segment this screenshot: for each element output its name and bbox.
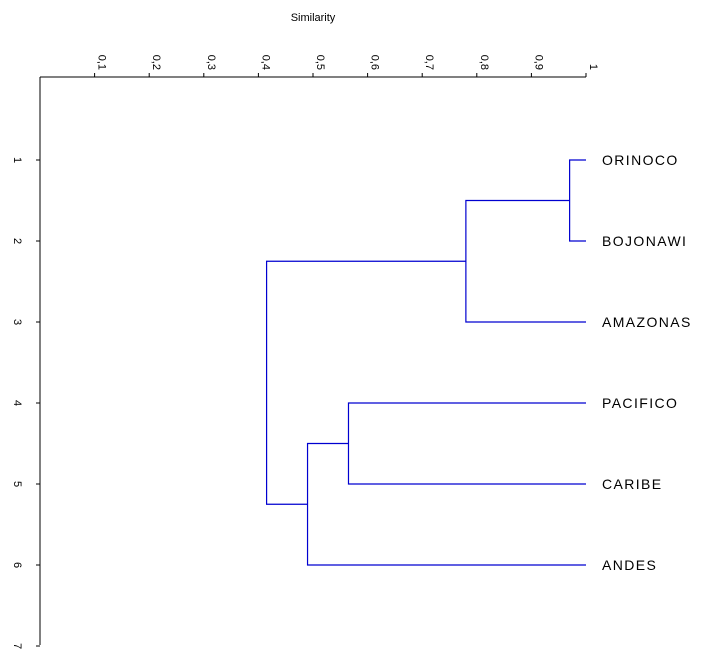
- links-group: [265, 159, 586, 566]
- x-tick-label: 0,6: [369, 55, 381, 70]
- leaf-label: ANDES: [602, 557, 657, 573]
- x-tick-label: 0,9: [532, 55, 544, 70]
- y-tick-label: 6: [11, 562, 23, 568]
- axes-group: 0,1 0,2 0,3 0,4 0,5 0,6 0,7 0,8 0,9 1 1 2 3 4 5 6 7: [11, 55, 599, 649]
- dendrogram-link: [306, 442, 586, 566]
- x-tick-label: 0,3: [205, 55, 217, 70]
- x-tick-label: 0,8: [478, 55, 490, 70]
- y-tick-label: 5: [11, 481, 23, 487]
- y-tick-label: 7: [11, 643, 23, 649]
- y-tick-label: 1: [11, 157, 23, 163]
- y-tick-label: 4: [11, 400, 23, 406]
- leaf-labels-group: ORINOCO BOJONAWI AMAZONAS PACIFICO CARIBE AND…: [602, 152, 692, 573]
- y-tick-label: 3: [11, 319, 23, 325]
- x-tick-label: 0,7: [423, 55, 435, 70]
- leaf-label: PACIFICO: [602, 395, 678, 411]
- x-tick-label: 1: [587, 64, 599, 70]
- x-tick-label: 0,4: [259, 55, 271, 70]
- leaf-label: BOJONAWI: [602, 233, 687, 249]
- dendrogram-link: [569, 159, 586, 242]
- x-tick-label: 0,1: [96, 55, 108, 70]
- leaf-label: CARIBE: [602, 476, 663, 492]
- leaf-label: ORINOCO: [602, 152, 679, 168]
- leaf-label: AMAZONAS: [602, 314, 692, 330]
- dendrogram-link: [347, 402, 586, 485]
- x-tick-label: 0,5: [314, 55, 326, 70]
- dendrogram-link: [265, 260, 466, 505]
- y-tick-label: 2: [11, 238, 23, 244]
- x-tick-label: 0,2: [150, 55, 162, 70]
- chart-title: Similarity: [291, 12, 336, 24]
- dendrogram-link: [465, 199, 586, 323]
